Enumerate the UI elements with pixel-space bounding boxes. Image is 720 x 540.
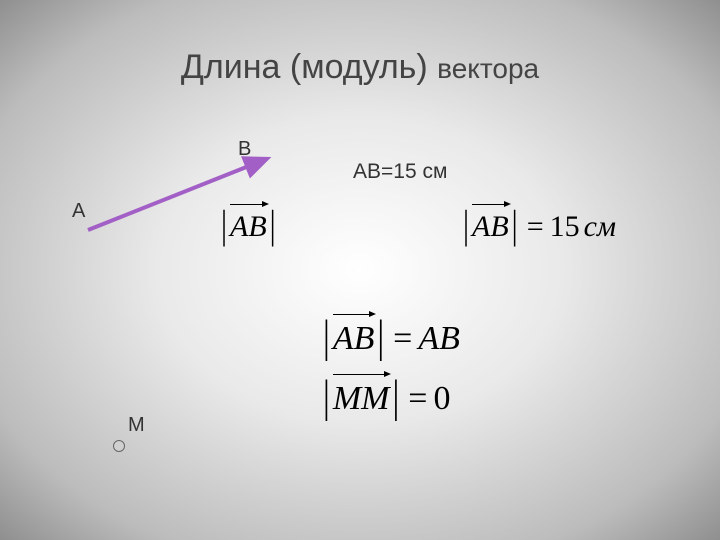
- point-b-label: В: [238, 138, 251, 161]
- expr-ab15-unit: см: [584, 210, 616, 243]
- point-a-label: А: [72, 200, 85, 223]
- expr-ab-letters: AB: [230, 210, 267, 243]
- segment-length-text: АВ=15 см: [353, 160, 447, 184]
- title-main: Длина (модуль): [181, 48, 428, 86]
- expr-mm-lhs: MM: [333, 380, 390, 417]
- point-m-label: М: [128, 414, 145, 437]
- expr-ababs-rhs: AB: [418, 320, 460, 357]
- expr-ab15-num: 15: [550, 210, 580, 243]
- expr-abs-vec-ab-eq-ab: |AB|=AB: [320, 320, 460, 358]
- expr-ab15-letters: AB: [472, 210, 509, 243]
- expr-mm-rhs: 0: [433, 380, 450, 417]
- slide-title: Длина (модуль) вектора: [0, 48, 720, 87]
- expr-ababs-lhs: AB: [333, 320, 375, 357]
- expr-abs-vec-ab-eq-15: |AB|=15см: [460, 210, 616, 244]
- expr-abs-vec-mm-eq-0: |MM|=0: [320, 380, 450, 418]
- point-m-dot: [113, 440, 125, 452]
- expr-abs-vec-ab: |AB|: [218, 210, 279, 244]
- title-sub: вектора: [437, 53, 539, 84]
